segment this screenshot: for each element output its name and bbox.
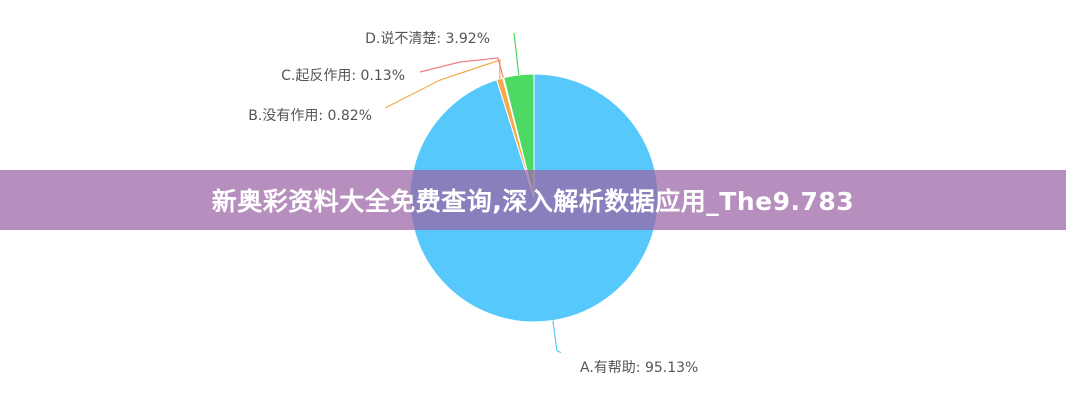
pie-slice bbox=[503, 73, 535, 199]
slice-label: A.有帮助: 95.13% bbox=[580, 360, 698, 376]
slice-label: C.起反作用: 0.13% bbox=[281, 68, 405, 84]
label-leader-line bbox=[513, 32, 520, 76]
title-banner: 新奥彩资料大全免费查询,深入解析数据应用_The9.783 bbox=[0, 170, 1066, 230]
banner-title: 新奥彩资料大全免费查询,深入解析数据应用_The9.783 bbox=[211, 187, 855, 216]
label-leader-line bbox=[384, 59, 501, 109]
label-leader-line bbox=[552, 320, 562, 354]
slice-label: D.说不清楚: 3.92% bbox=[365, 31, 490, 47]
label-leader-line bbox=[419, 57, 504, 79]
slice-label: B.没有作用: 0.82% bbox=[248, 108, 372, 124]
